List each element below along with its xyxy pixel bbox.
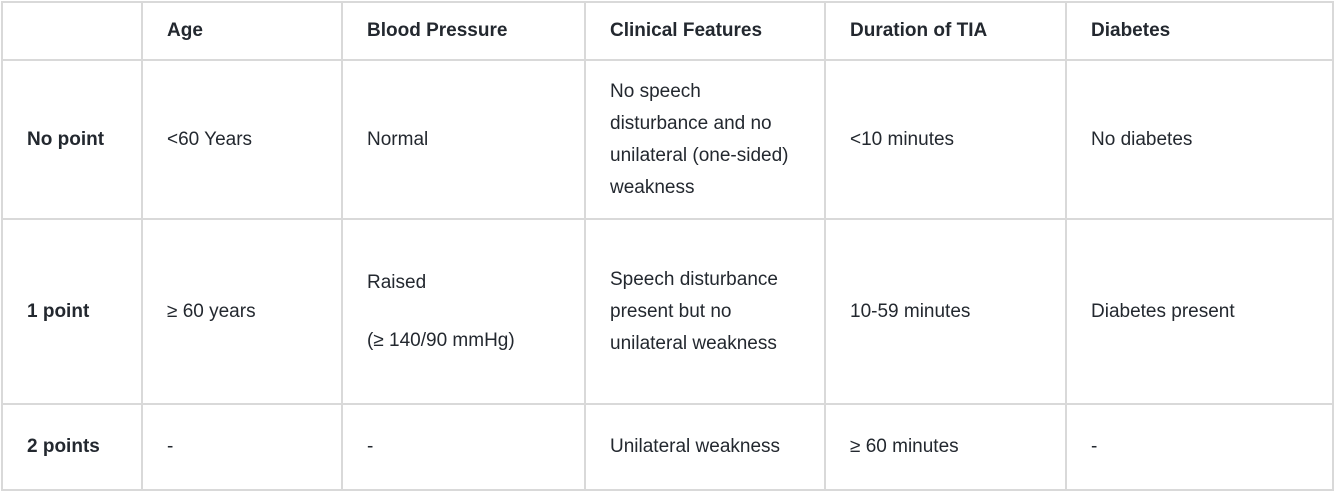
cell-1-point-duration: 10-59 minutes [824, 218, 1067, 405]
header-row: Age Blood Pressure Clinical Features Dur… [1, 1, 1334, 61]
cell-no-point-diabetes: No diabetes [1065, 59, 1334, 220]
table-row-1-point: 1 point ≥ 60 years Raised (≥ 140/90 mmHg… [1, 218, 1334, 405]
table-row-no-point: No point <60 Years Normal No speech dist… [1, 59, 1334, 220]
cell-1-point-blood-pressure: Raised (≥ 140/90 mmHg) [341, 218, 586, 405]
cell-2-points-diabetes: - [1065, 403, 1334, 491]
header-corner-cell [1, 1, 143, 61]
blood-pressure-line: (≥ 140/90 mmHg) [367, 329, 515, 351]
table-row-2-points: 2 points - - Unilateral weakness ≥ 60 mi… [1, 403, 1334, 491]
row-label-no-point: No point [1, 59, 143, 220]
header-clinical-features: Clinical Features [584, 1, 826, 61]
header-age: Age [141, 1, 343, 61]
cell-no-point-blood-pressure: Normal [341, 59, 586, 220]
cell-no-point-age: <60 Years [141, 59, 343, 220]
cell-1-point-diabetes: Diabetes present [1065, 218, 1334, 405]
cell-no-point-clinical-features: No speech disturbance and no unilateral … [584, 59, 826, 220]
header-duration-of-tia: Duration of TIA [824, 1, 1067, 61]
blood-pressure-line: Raised [367, 271, 427, 293]
row-label-2-points: 2 points [1, 403, 143, 491]
cell-2-points-clinical-features: Unilateral weakness [584, 403, 826, 491]
header-blood-pressure: Blood Pressure [341, 1, 586, 61]
cell-no-point-duration: <10 minutes [824, 59, 1067, 220]
header-diabetes: Diabetes [1065, 1, 1334, 61]
blood-pressure-line: Normal [367, 128, 429, 150]
blood-pressure-line: - [367, 436, 374, 457]
cell-2-points-duration: ≥ 60 minutes [824, 403, 1067, 491]
cell-2-points-blood-pressure: - [341, 403, 586, 491]
cell-1-point-clinical-features: Speech disturbance present but no unilat… [584, 218, 826, 405]
cell-1-point-age: ≥ 60 years [141, 218, 343, 405]
cell-2-points-age: - [141, 403, 343, 491]
row-label-1-point: 1 point [1, 218, 143, 405]
